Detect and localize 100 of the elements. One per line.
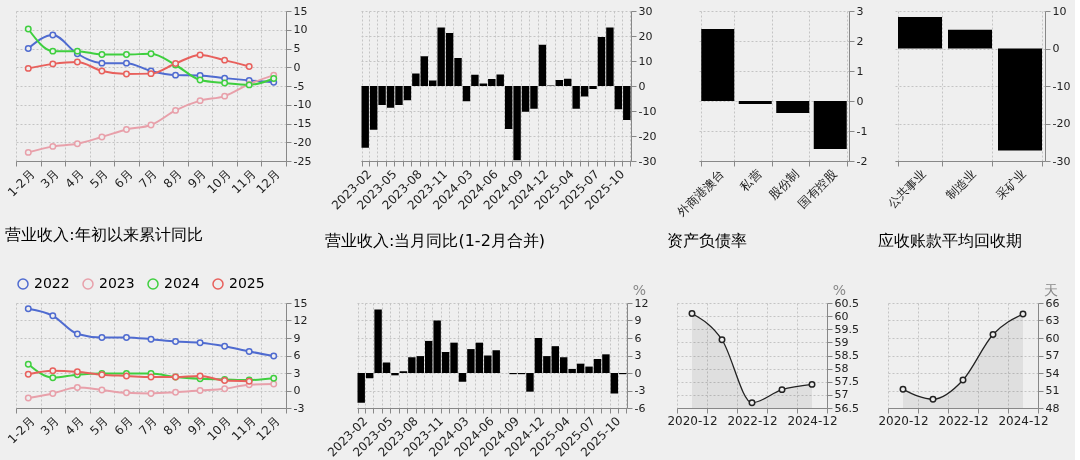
point xyxy=(49,31,57,39)
point xyxy=(24,25,32,33)
point xyxy=(172,106,180,114)
legend-label: 2025 xyxy=(229,275,265,291)
y-tick-label: -25 xyxy=(293,154,312,168)
point xyxy=(122,389,130,397)
y-tick-label: 10 xyxy=(1052,4,1067,18)
x-tick-label: 3月 xyxy=(38,414,62,438)
point xyxy=(49,142,57,150)
y-tick-label: 57.5 xyxy=(834,375,859,389)
bar xyxy=(462,86,471,102)
chart-title: 营业收入:年初以来累计同比 xyxy=(5,225,203,244)
y-tick-label: 20 xyxy=(638,29,653,43)
bar xyxy=(898,17,942,49)
point xyxy=(270,75,278,82)
point xyxy=(778,386,786,394)
point xyxy=(270,352,278,360)
chart-title: 营业收入:当月同比(1-2月合并) xyxy=(325,231,546,250)
x-tick-label: 5月 xyxy=(87,167,111,191)
point xyxy=(196,76,204,84)
chart-title: 应收账款平均回收期 xyxy=(877,231,1022,250)
y-tick-label: 57 xyxy=(1045,349,1060,362)
bar xyxy=(458,373,467,382)
point xyxy=(270,374,278,382)
point xyxy=(73,330,81,338)
point xyxy=(808,380,816,388)
y-axis-title: % xyxy=(632,281,647,298)
y-tick-label: -3 xyxy=(293,401,305,415)
point xyxy=(147,335,155,343)
y-tick-label: -3 xyxy=(634,384,646,397)
y-tick-label: 3 xyxy=(634,349,642,362)
legend-label: 2022 xyxy=(34,275,70,291)
point xyxy=(270,380,278,388)
y-tick-label: -1 xyxy=(856,124,868,138)
y-tick-label: 6 xyxy=(634,331,642,345)
y-axis-title: 天 xyxy=(1043,281,1058,298)
point xyxy=(49,374,57,382)
point xyxy=(221,56,229,64)
point xyxy=(24,305,32,313)
bar xyxy=(496,74,504,86)
y-tick-label: -10 xyxy=(293,98,312,112)
y-tick-label: -20 xyxy=(293,135,312,149)
point xyxy=(196,339,204,347)
point xyxy=(49,312,57,320)
y-tick-label: 0 xyxy=(1052,42,1060,55)
y-tick-label: 30 xyxy=(638,4,653,18)
point xyxy=(98,133,106,141)
y-tick-label: 2 xyxy=(856,34,864,48)
y-tick-label: 48 xyxy=(1045,401,1060,415)
point xyxy=(98,386,106,394)
point xyxy=(49,60,57,68)
x-tick-label: 1-2月 xyxy=(5,414,38,447)
point xyxy=(122,126,130,133)
y-tick-label: 51 xyxy=(1045,384,1060,397)
point xyxy=(122,59,130,67)
point xyxy=(221,79,229,87)
y-tick-label: 0 xyxy=(293,384,301,397)
y-tick-label: 6 xyxy=(293,349,301,362)
y-tick-label: 57 xyxy=(834,388,849,402)
x-tick-label: 3月 xyxy=(38,167,62,191)
y-tick-label: 9 xyxy=(634,314,642,327)
y-tick-label: 1 xyxy=(856,64,864,78)
point xyxy=(49,47,57,55)
point xyxy=(899,385,907,393)
x-tick-label: 6月 xyxy=(111,414,136,438)
point xyxy=(172,388,180,396)
point xyxy=(929,395,937,403)
point xyxy=(98,67,106,75)
x-tick-label: 2022-12 xyxy=(727,413,778,428)
point xyxy=(196,51,204,59)
y-tick-label: 60 xyxy=(834,309,849,323)
point xyxy=(49,367,57,375)
y-tick-label: 56.5 xyxy=(834,401,859,415)
point xyxy=(147,121,155,129)
y-tick-label: 54 xyxy=(1045,366,1060,380)
y-tick-label: 0 xyxy=(638,79,646,93)
y-tick-label: -20 xyxy=(1052,117,1071,130)
point xyxy=(245,63,253,70)
point xyxy=(147,389,155,397)
point xyxy=(24,45,32,52)
point xyxy=(122,51,130,58)
y-tick-label: -10 xyxy=(1052,79,1071,93)
legend-label: 2024 xyxy=(164,275,200,291)
y-tick-label: 58 xyxy=(834,362,849,376)
point xyxy=(73,58,81,66)
point xyxy=(989,331,997,338)
point xyxy=(221,92,229,100)
x-tick-label: 1-2月 xyxy=(5,167,38,200)
y-tick-label: -5 xyxy=(293,79,305,93)
point xyxy=(73,384,81,392)
point xyxy=(221,74,229,82)
y-tick-label: -20 xyxy=(638,129,657,143)
point xyxy=(122,70,130,78)
point xyxy=(718,336,726,344)
point xyxy=(959,376,967,384)
x-tick-label: 7月 xyxy=(136,167,160,191)
point xyxy=(24,148,32,156)
point xyxy=(24,394,32,402)
point xyxy=(196,97,204,105)
y-tick-label: 10 xyxy=(638,54,653,68)
